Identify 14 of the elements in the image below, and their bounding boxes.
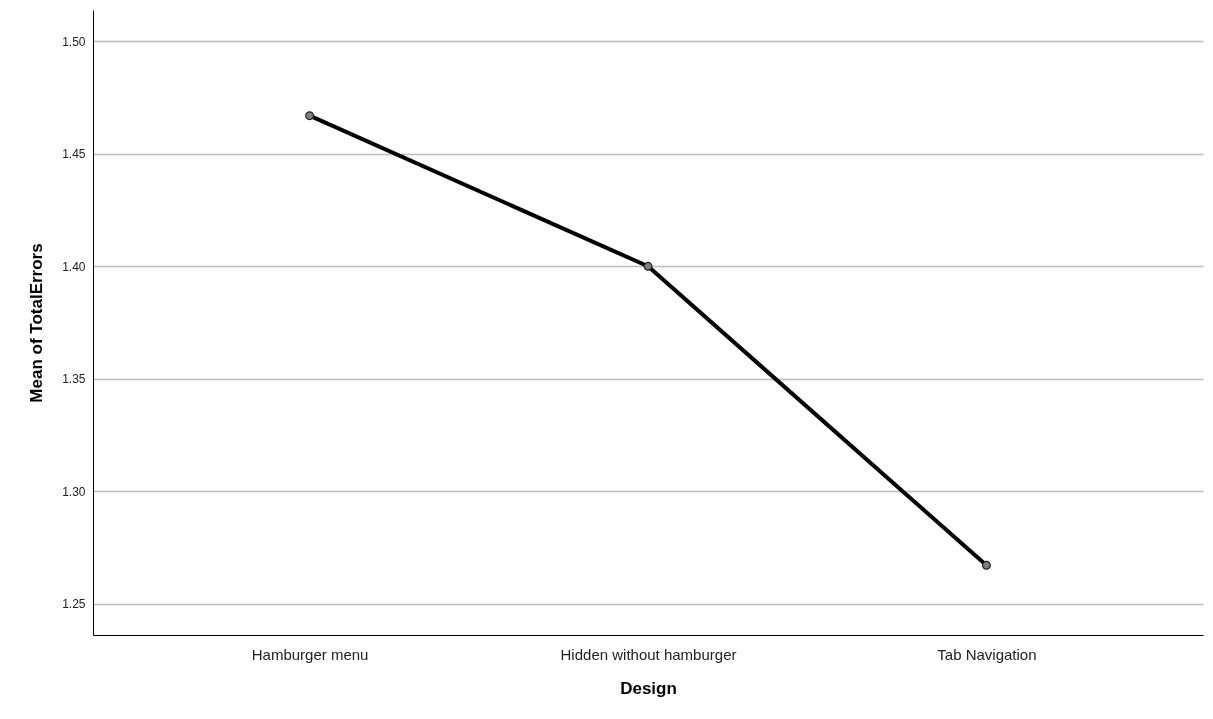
x-tick-label: Hidden without hamburger [560,645,737,663]
y-tick-label: 1.30 [62,484,86,499]
y-axis-title: Mean of TotalErrors [27,243,47,403]
y-tick-label: 1.40 [62,259,86,274]
x-tick-label: Hamburger menu [251,645,369,663]
y-tick-label: 1.50 [62,34,86,49]
point [981,560,991,570]
y-tick-label: 1.25 [62,597,86,612]
y-tick-label: 1.35 [62,372,86,387]
x-tick-label: Tab Navigation [937,645,1037,663]
point [305,111,315,121]
point [643,261,653,271]
y-tick-label: 1.45 [62,147,86,162]
x-axis-title: Design [620,678,677,698]
